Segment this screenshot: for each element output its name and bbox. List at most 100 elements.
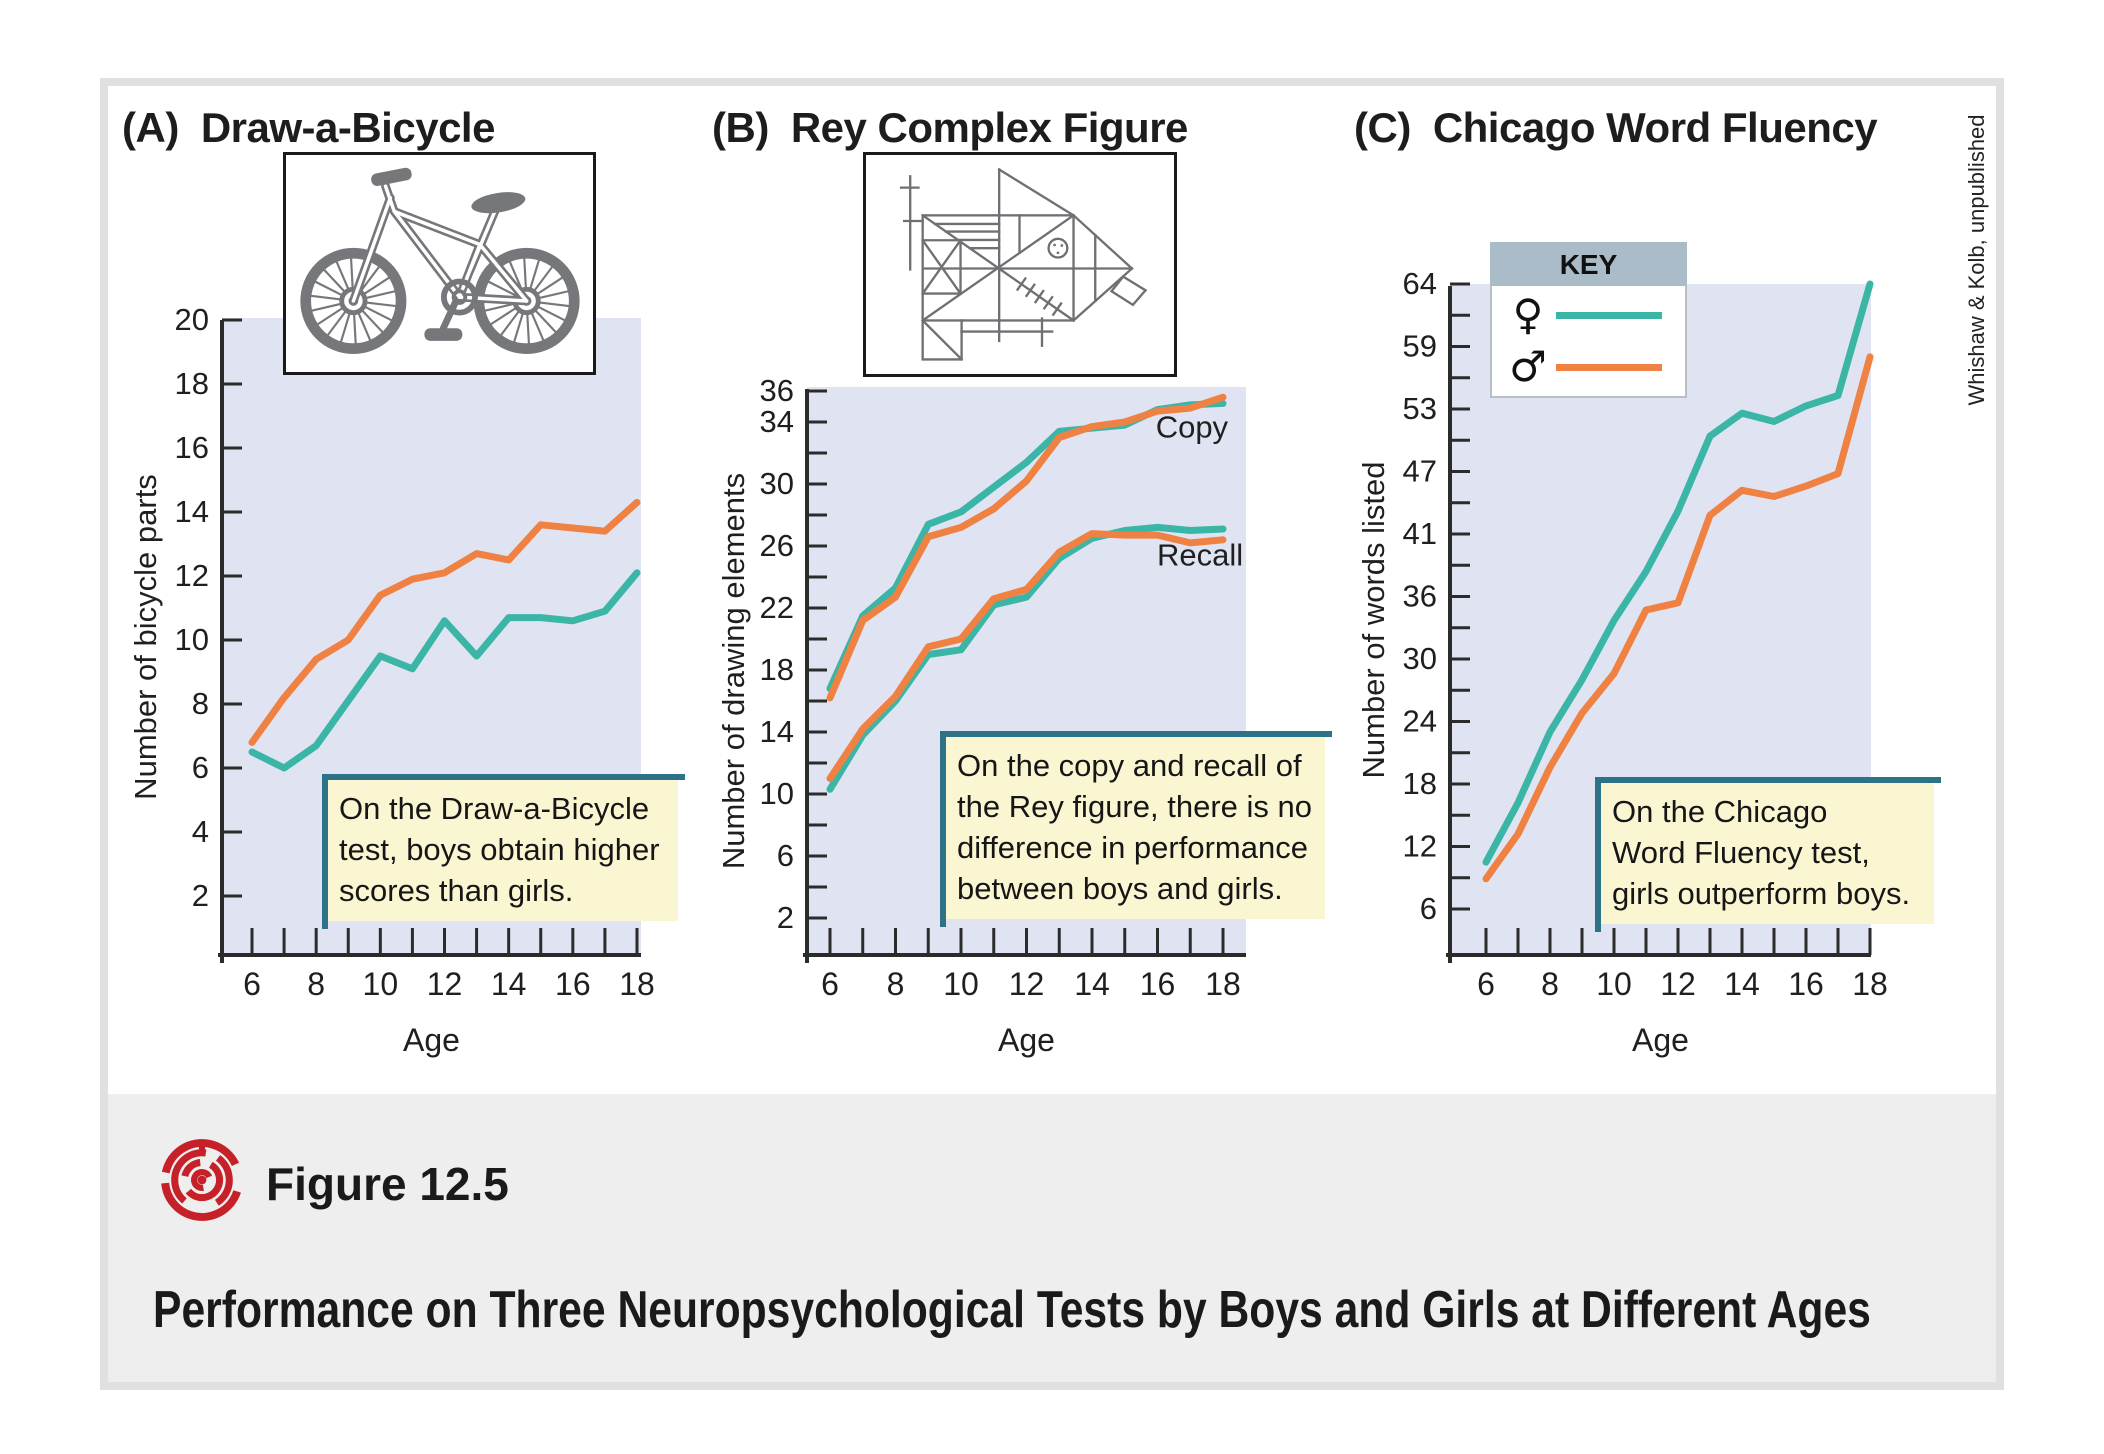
x-tick-label: 14: [491, 966, 527, 1002]
y-tick-label: 30: [760, 466, 794, 501]
girls-line-swatch: [1556, 311, 1662, 319]
series-girls: [1482, 280, 1874, 866]
panel-b-title: (B) Rey Complex Figure: [712, 104, 1188, 152]
y-tick-label: 12: [175, 558, 209, 593]
bicycle-frame: [349, 181, 531, 306]
x-tick-label: 10: [1596, 966, 1632, 1002]
x-tick-label: 16: [1140, 966, 1176, 1002]
x-tick-label: 8: [307, 966, 325, 1002]
figure-title: Performance on Three Neuropsychological …: [153, 1281, 1871, 1339]
bicycle-image: [283, 152, 596, 375]
series-girls: [248, 569, 641, 772]
caption-band: [108, 1094, 1996, 1382]
panel-c-title: (C) Chicago Word Fluency: [1354, 104, 1878, 152]
y-tick-label: 4: [192, 814, 209, 849]
series-boys: [248, 498, 641, 746]
x-tick-label: 12: [427, 966, 463, 1002]
bicycle-grip: [371, 167, 412, 186]
x-tick-label: 6: [243, 966, 261, 1002]
y-tick-label: 18: [175, 366, 209, 401]
series-copy-boys: [826, 393, 1227, 702]
y-tick-label: 16: [175, 430, 209, 465]
female-icon: ♀: [1512, 290, 1544, 339]
y-tick-label: 36: [1403, 579, 1437, 614]
callout-a-text: On the Draw-a-Bicycle test, boys obtain …: [328, 780, 678, 921]
panel-b-xlabel: Age: [998, 1022, 1055, 1058]
y-tick-label: 14: [175, 494, 209, 529]
annotation-recall: Recall: [1157, 537, 1243, 572]
callout-b: On the copy and recall of the Rey figure…: [940, 731, 1332, 927]
y-tick-label: 10: [175, 622, 209, 657]
callout-c-text: On the Chicago Word Fluency test, girls …: [1601, 783, 1934, 924]
male-icon: ♂: [1509, 342, 1547, 391]
y-tick-label: 2: [777, 900, 794, 935]
x-tick-label: 6: [821, 966, 839, 1002]
y-tick-label: 47: [1403, 454, 1437, 489]
y-tick-label: 30: [1403, 641, 1437, 676]
panel-c-marker: (C): [1354, 104, 1411, 151]
y-tick-label: 64: [1403, 266, 1437, 301]
y-tick-label: 12: [1403, 829, 1437, 864]
legend-key: KEY ♀ ♂: [1490, 242, 1687, 398]
y-tick-label: 36: [760, 373, 794, 408]
panel-a-marker: (A): [122, 104, 179, 151]
legend-key-body: ♀ ♂: [1490, 286, 1687, 398]
x-tick-label: 10: [943, 966, 979, 1002]
panel-b-marker: (B): [712, 104, 769, 151]
y-tick-label: 6: [192, 750, 209, 785]
panel-c-title-text: Chicago Word Fluency: [1432, 104, 1878, 151]
x-tick-label: 18: [1205, 966, 1241, 1002]
bicycle-icon: [300, 167, 580, 354]
x-tick-label: 14: [1074, 966, 1110, 1002]
callout-a: On the Draw-a-Bicycle test, boys obtain …: [322, 774, 685, 929]
y-tick-label: 53: [1403, 391, 1437, 426]
series-recall-boys: [826, 530, 1227, 782]
callout-a-bar: [322, 774, 328, 929]
callout-c: On the Chicago Word Fluency test, girls …: [1595, 777, 1941, 932]
callout-b-text: On the copy and recall of the Rey figure…: [946, 737, 1325, 919]
x-tick-label: 18: [1852, 966, 1888, 1002]
series-boys: [1482, 353, 1874, 883]
publisher-logo-icon: [161, 1139, 243, 1221]
y-tick-label: 8: [192, 686, 209, 721]
y-tick-label: 18: [1403, 766, 1437, 801]
panel-c-xlabel: Age: [1632, 1022, 1689, 1058]
bicycle-crank: [424, 278, 478, 341]
y-tick-label: 34: [760, 404, 794, 439]
callout-c-rule: [1595, 777, 1941, 783]
bicycle-seat: [471, 192, 526, 214]
x-tick-label: 16: [1788, 966, 1824, 1002]
legend-row-boys: ♂: [1492, 343, 1685, 391]
x-tick-label: 12: [1009, 966, 1045, 1002]
panel-a-xlabel: Age: [403, 1022, 460, 1058]
rey-figure-image: [863, 152, 1177, 377]
y-tick-label: 14: [760, 714, 794, 749]
legend-row-girls: ♀: [1492, 291, 1685, 339]
rey-figure-icon: [899, 167, 1148, 362]
y-tick-label: 59: [1403, 329, 1437, 364]
x-tick-label: 8: [887, 966, 905, 1002]
panel-a-title-text: Draw-a-Bicycle: [200, 104, 496, 151]
panel-b-title-text: Rey Complex Figure: [790, 104, 1189, 151]
x-tick-label: 14: [1724, 966, 1760, 1002]
y-tick-label: 6: [777, 838, 794, 873]
callout-c-bar: [1595, 777, 1601, 932]
callout-b-rule: [940, 731, 1332, 737]
y-tick-label: 18: [760, 652, 794, 687]
y-tick-label: 10: [760, 776, 794, 811]
x-tick-label: 10: [363, 966, 399, 1002]
y-tick-label: 22: [760, 590, 794, 625]
legend-key-title: KEY: [1490, 242, 1687, 286]
boys-line-swatch: [1556, 363, 1662, 371]
panel-a-title: (A) Draw-a-Bicycle: [122, 104, 495, 152]
x-tick-label: 8: [1541, 966, 1559, 1002]
callout-a-rule: [322, 774, 685, 780]
callout-b-bar: [940, 731, 946, 927]
y-tick-label: 41: [1403, 516, 1437, 551]
x-tick-label: 18: [619, 966, 655, 1002]
y-tick-label: 20: [175, 302, 209, 337]
x-tick-label: 16: [555, 966, 591, 1002]
x-tick-label: 12: [1660, 966, 1696, 1002]
y-tick-label: 2: [192, 878, 209, 913]
